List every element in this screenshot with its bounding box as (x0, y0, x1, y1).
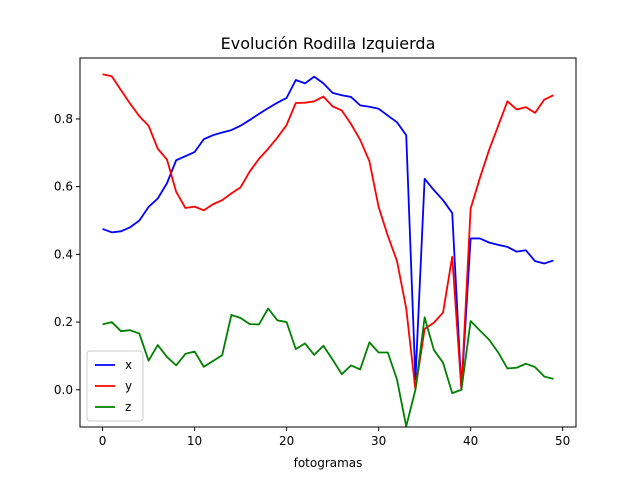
y-tick-label: 0.2 (54, 315, 73, 329)
x-tick-label: 20 (279, 434, 294, 448)
x-axis-label: fotogramas (294, 456, 363, 470)
chart-title: Evolución Rodilla Izquierda (221, 34, 436, 53)
y-tick-label: 0.0 (54, 383, 73, 397)
plot-area: 0 10 20 30 40 50 0.0 0.2 0.4 0.6 0.8 (54, 57, 577, 448)
axes-frame (79, 57, 577, 428)
x-tick-label: 10 (187, 434, 202, 448)
x-tick-label: 50 (555, 434, 570, 448)
legend-label-y: y (125, 379, 132, 393)
y-tick-label: 0.8 (54, 112, 73, 126)
legend-label-x: x (125, 358, 132, 372)
series-line-z (102, 307, 554, 428)
x-tick-label: 40 (463, 434, 478, 448)
legend: xyz (86, 350, 144, 422)
x-tick-label: 30 (371, 434, 386, 448)
x-tick-label: 0 (99, 434, 107, 448)
series-line-x (102, 75, 554, 391)
y-tick-label: 0.6 (54, 180, 73, 194)
legend-label-z: z (125, 400, 131, 414)
series-line-y (102, 73, 554, 391)
y-tick-label: 0.4 (54, 247, 73, 261)
